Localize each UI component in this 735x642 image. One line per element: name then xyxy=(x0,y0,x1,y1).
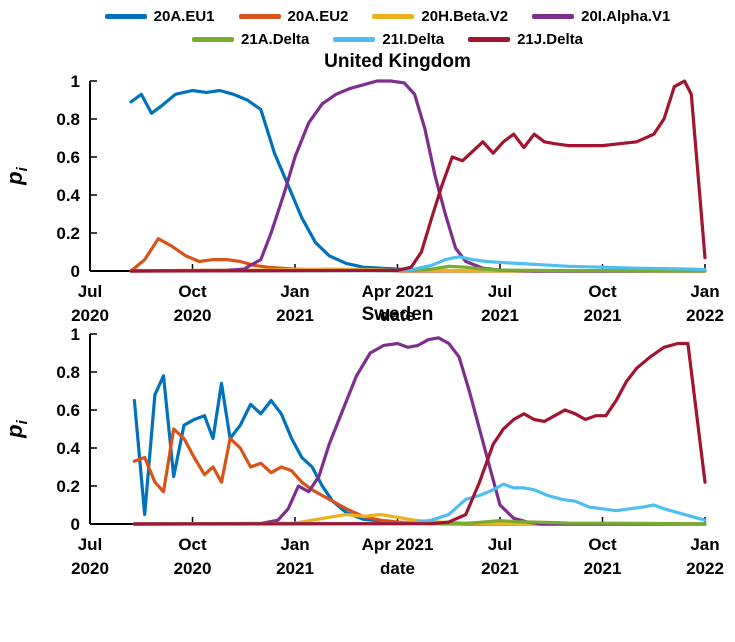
series-line-20i-alpha-v1 xyxy=(129,79,707,273)
x-tick-label-month: Jul xyxy=(488,282,513,301)
x-tick-label-month: Jan xyxy=(690,282,719,301)
series-line-20a-eu1 xyxy=(132,373,707,526)
legend-label: 21I.Delta xyxy=(382,31,445,48)
x-tick-label-year: 2022 xyxy=(686,306,724,325)
legend-label: 20A.EU1 xyxy=(153,8,215,25)
legend-item-20a-eu2: 20A.EU2 xyxy=(238,8,349,25)
x-tick-label-month: Jul xyxy=(488,535,513,554)
x-tick-label-month: Oct xyxy=(588,535,617,554)
legend-line-swatch xyxy=(192,37,235,42)
legend-label: 20I.Alpha.V1 xyxy=(581,8,671,25)
x-tick-label-month: Oct xyxy=(178,535,207,554)
legend-label: 20A.EU2 xyxy=(287,8,349,25)
x-axis-label: date xyxy=(380,306,415,325)
y-tick-label: 1 xyxy=(71,73,80,91)
legend-line-swatch xyxy=(238,14,281,19)
y-tick-label: 0 xyxy=(71,515,80,534)
x-tick-label-month: Apr 2021 xyxy=(362,535,434,554)
x-tick-label-year: 2020 xyxy=(174,559,212,578)
x-tick-label-month: Jan xyxy=(280,535,309,554)
x-tick-label-year: 2021 xyxy=(481,559,519,578)
series-line-20a-eu1 xyxy=(129,88,707,273)
legend-line-swatch xyxy=(333,37,376,42)
x-tick-label-year: 2021 xyxy=(584,559,622,578)
legend-row-1: 20A.EU1 20A.EU2 20H.Beta.V2 20I.Alpha.V1 xyxy=(93,8,683,25)
series-line-21a-delta xyxy=(129,264,707,273)
uk-chart: 0 0.2 0.4 0.6 0.8 1 Jul 2020 Oct 2020 Jan 2021 Apr 2… xyxy=(2,73,724,325)
x-tick-label-year: 2020 xyxy=(174,306,212,325)
legend: 20A.EU1 20A.EU2 20H.Beta.V2 20I.Alpha.V1 21A… xyxy=(0,0,735,54)
legend-item-21a-delta: 21A.Delta xyxy=(192,31,309,48)
x-tick-label-year: 2022 xyxy=(686,559,724,578)
sweden-chart: 0 0.2 0.4 0.6 0.8 1 Jul 2020 Oct 2020 Jan 2021 Apr 2… xyxy=(2,326,724,578)
legend-item-21j-delta: 21J.Delta xyxy=(468,31,583,48)
legend-row-2: 21A.Delta 21I.Delta 21J.Delta xyxy=(180,31,595,48)
series-line-21i-delta xyxy=(129,255,707,273)
y-axis-label: pi xyxy=(2,166,31,185)
y-tick-label: 0.8 xyxy=(56,110,80,129)
legend-item-21i-delta: 21I.Delta xyxy=(333,31,444,48)
series-line-21j-delta xyxy=(129,79,707,273)
x-tick-label-year: 2021 xyxy=(481,306,519,325)
x-tick-label-year: 2021 xyxy=(584,306,622,325)
x-tick-label-month: Jul xyxy=(78,282,103,301)
chart-title-united-kingdom: United Kingdom xyxy=(324,51,471,72)
series-line-20a-eu2 xyxy=(132,427,707,526)
legend-item-20i-alpha-v1: 20I.Alpha.V1 xyxy=(532,8,670,25)
series-line-20h-beta-v2 xyxy=(132,512,707,526)
x-tick-label-month: Jan xyxy=(690,535,719,554)
y-tick-label: 0 xyxy=(71,262,80,281)
legend-item-20a-eu1: 20A.EU1 xyxy=(104,8,215,25)
legend-label: 20H.Beta.V2 xyxy=(421,8,509,25)
series-line-21j-delta xyxy=(132,341,707,526)
legend-label: 21A.Delta xyxy=(241,31,310,48)
x-axis-label: date xyxy=(380,559,415,578)
y-tick-label: 0.8 xyxy=(56,363,80,382)
chart-title-sweden: Sweden xyxy=(361,303,434,325)
legend-line-swatch xyxy=(532,14,575,19)
series-line-21i-delta xyxy=(132,482,707,526)
legend-label: 21J.Delta xyxy=(517,31,583,48)
legend-item-20h-beta-v2: 20H.Beta.V2 xyxy=(372,8,508,25)
y-tick-label: 0.2 xyxy=(56,477,80,496)
x-tick-label-year: 2021 xyxy=(276,559,314,578)
y-axis-label: pi xyxy=(2,419,31,438)
x-tick-label-month: Jan xyxy=(280,282,309,301)
x-tick-label-month: Apr 2021 xyxy=(362,282,434,301)
y-tick-label: 0.4 xyxy=(56,186,80,205)
x-tick-label-month: Oct xyxy=(178,282,207,301)
y-tick-label: 0.6 xyxy=(56,401,80,420)
x-tick-label-month: Jul xyxy=(78,535,103,554)
y-tick-label: 0.2 xyxy=(56,224,80,243)
series-line-20i-alpha-v1 xyxy=(132,335,707,526)
series-line-21a-delta xyxy=(132,518,707,526)
legend-line-swatch xyxy=(372,14,415,19)
y-tick-label: 1 xyxy=(71,326,80,344)
x-tick-label-year: 2020 xyxy=(71,306,109,325)
x-tick-label-month: Oct xyxy=(588,282,617,301)
legend-line-swatch xyxy=(468,37,511,42)
y-tick-label: 0.4 xyxy=(56,439,80,458)
legend-line-swatch xyxy=(104,14,147,19)
x-tick-label-year: 2020 xyxy=(71,559,109,578)
x-tick-label-year: 2021 xyxy=(276,306,314,325)
y-tick-label: 0.6 xyxy=(56,148,80,167)
